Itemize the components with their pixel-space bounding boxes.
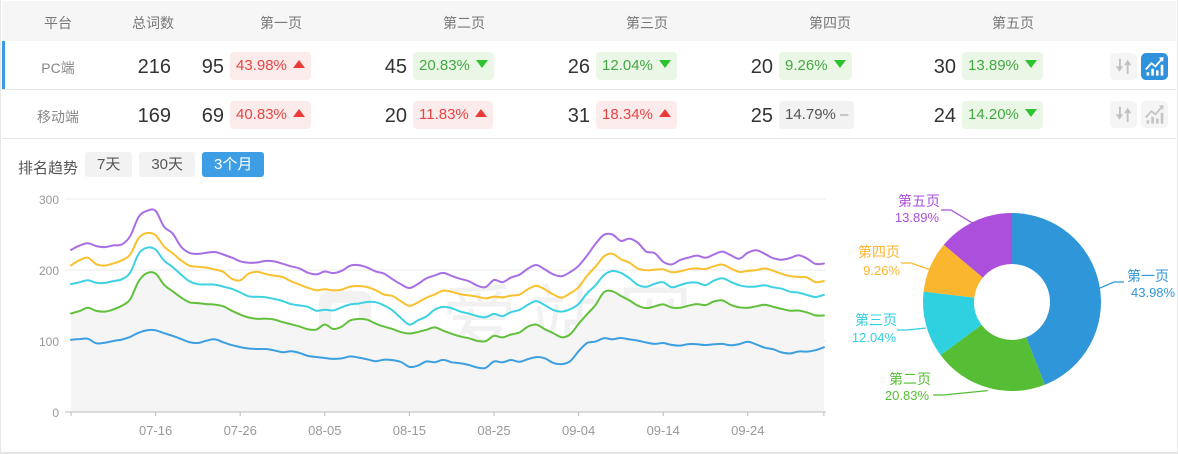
svg-text:09-24: 09-24 bbox=[731, 423, 764, 438]
svg-text:07-26: 07-26 bbox=[224, 423, 257, 438]
svg-text:第四页: 第四页 bbox=[858, 244, 900, 260]
svg-text:第一页: 第一页 bbox=[1127, 268, 1169, 284]
svg-text:100: 100 bbox=[39, 335, 59, 349]
svg-text:第三页: 第三页 bbox=[855, 312, 897, 328]
svg-text:第五页: 第五页 bbox=[898, 193, 940, 209]
svg-text:07-16: 07-16 bbox=[139, 423, 172, 438]
svg-text:09-14: 09-14 bbox=[647, 423, 680, 438]
svg-text:08-15: 08-15 bbox=[393, 423, 426, 438]
svg-text:20.83%: 20.83% bbox=[885, 388, 930, 403]
svg-text:第二页: 第二页 bbox=[889, 371, 931, 387]
svg-text:13.89%: 13.89% bbox=[895, 210, 940, 225]
svg-text:12.04%: 12.04% bbox=[852, 330, 897, 345]
svg-text:200: 200 bbox=[39, 264, 59, 278]
svg-text:43.98%: 43.98% bbox=[1131, 285, 1176, 300]
svg-text:300: 300 bbox=[39, 193, 59, 207]
svg-text:08-05: 08-05 bbox=[308, 423, 341, 438]
svg-text:0: 0 bbox=[52, 406, 59, 420]
svg-text:08-25: 08-25 bbox=[477, 423, 510, 438]
svg-text:9.26%: 9.26% bbox=[863, 263, 900, 278]
svg-text:09-04: 09-04 bbox=[562, 423, 595, 438]
